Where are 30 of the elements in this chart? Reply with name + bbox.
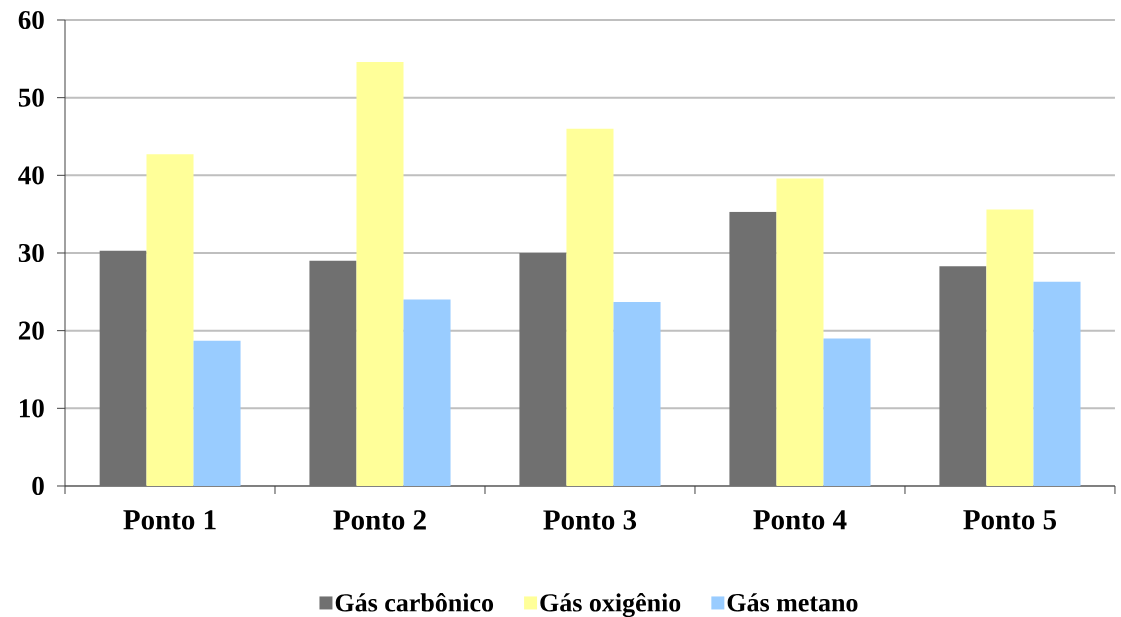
y-tick-label: 10 — [19, 399, 44, 418]
bar — [309, 260, 357, 486]
bar — [776, 178, 824, 486]
bar — [823, 338, 871, 486]
legend-label: Gás metano — [727, 593, 858, 612]
bar — [1033, 281, 1081, 486]
x-tick-label: Ponto 5 — [963, 510, 1056, 530]
bar — [729, 211, 777, 486]
bar — [519, 252, 567, 486]
y-tick-label: 20 — [18, 321, 44, 340]
bar — [613, 301, 661, 486]
bar — [146, 154, 194, 486]
y-tick-label: 30 — [18, 243, 44, 263]
x-tick-label: Ponto 3 — [543, 510, 637, 530]
bar — [566, 128, 614, 486]
y-tick-label: 60 — [18, 10, 44, 30]
bar — [986, 209, 1034, 486]
y-tick-label: 50 — [18, 88, 44, 107]
x-tick-label: Ponto 4 — [753, 510, 847, 530]
bar — [939, 266, 987, 486]
y-tick-label: 0 — [32, 476, 44, 496]
x-tick-label: Ponto 2 — [333, 510, 426, 530]
bar — [356, 61, 404, 486]
legend-label: Gás carbônico — [335, 593, 494, 612]
x-tick-label: Ponto 1 — [123, 510, 216, 530]
bar — [99, 250, 147, 486]
y-tick-label: 40 — [18, 166, 44, 185]
legend-label: Gás oxigênio — [540, 593, 681, 617]
bar — [193, 340, 241, 486]
bar — [403, 299, 451, 486]
